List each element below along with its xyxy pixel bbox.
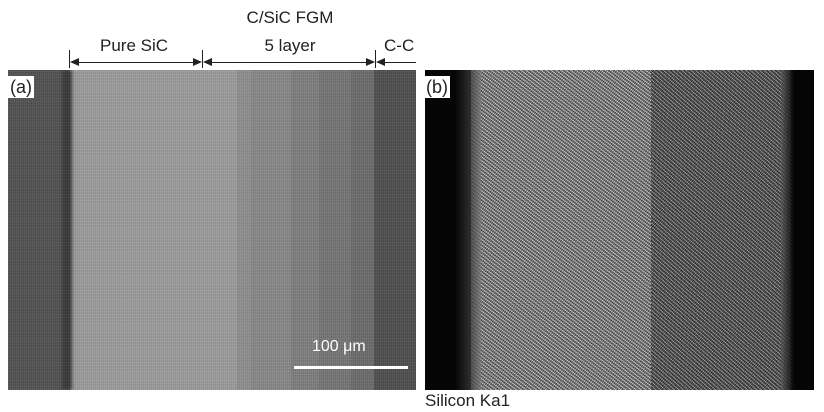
fgm-arrow (205, 62, 373, 63)
arrowhead-right-icon (193, 58, 202, 66)
scale-bar (294, 366, 408, 369)
fgm-label-line1: C/SiC FGM (246, 8, 334, 27)
right-edge-fade (781, 70, 795, 390)
fgm-layer-3 (291, 70, 319, 390)
cc-arrow (378, 62, 416, 63)
tick-sic-fgm (202, 50, 203, 68)
panel-a-label: (a) (8, 76, 34, 98)
eds-caption: Silicon Ka1 (425, 391, 511, 410)
sem-image-panel: 100 μm (8, 70, 416, 390)
arrowhead-left-icon (70, 58, 79, 66)
texture-overlay (8, 70, 416, 390)
fgm-layer-1 (237, 70, 251, 390)
graded-silicon-region (651, 70, 791, 390)
eds-map-panel (425, 70, 814, 390)
tick-left (69, 50, 70, 68)
arrowhead-right-icon (366, 58, 375, 66)
pure-sic-label: Pure SiC (100, 36, 169, 55)
panel-b-label: (b) (424, 76, 450, 98)
cc-composite-region (374, 70, 416, 390)
high-silicon-region (471, 70, 651, 390)
fgm-label-line2: 5 layer (264, 36, 316, 55)
arrowhead-left-icon (203, 58, 212, 66)
fgm-layer-4 (319, 70, 351, 390)
pure-sic-arrow (72, 62, 200, 63)
pure-sic-region (70, 70, 246, 390)
fgm-layer-5 (351, 70, 374, 390)
carbon-substrate-left (8, 70, 66, 390)
fgm-layer-2 (251, 70, 291, 390)
interface-edge (62, 70, 72, 390)
arrowhead-left-icon (376, 58, 385, 66)
cc-label: C-C (384, 36, 415, 55)
tick-fgm-cc (375, 50, 376, 68)
left-edge-fade (455, 70, 481, 390)
scale-bar-label: 100 μm (312, 338, 366, 355)
